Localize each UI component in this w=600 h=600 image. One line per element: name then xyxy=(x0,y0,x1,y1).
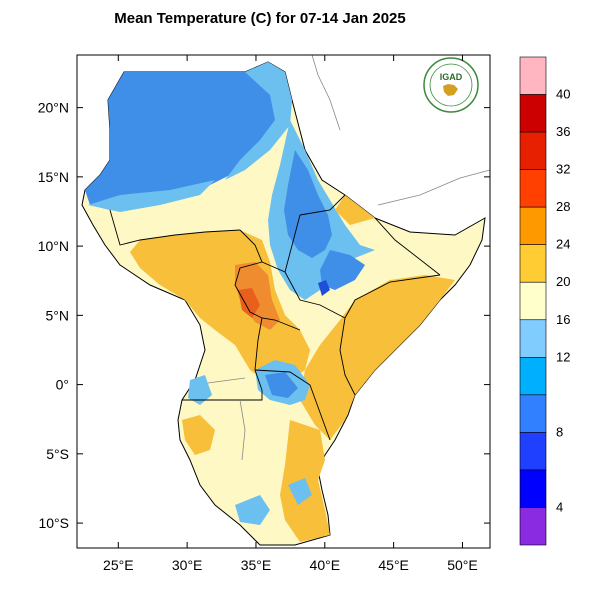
lon-tick-label: 30°E xyxy=(172,557,203,573)
colorbar-swatch xyxy=(519,244,547,283)
colorbar-swatch xyxy=(519,432,547,471)
colorbar-label: 36 xyxy=(556,124,570,139)
colorbar-swatch xyxy=(519,169,547,208)
plot-frame xyxy=(76,54,491,549)
neighbor-borders xyxy=(207,54,491,461)
somalia-north-warm xyxy=(335,195,375,225)
colorbar-label: 8 xyxy=(556,424,563,439)
colorbar-swatch xyxy=(519,469,547,508)
colorbar-swatch xyxy=(519,394,547,433)
colorbar-label: 40 xyxy=(556,87,570,102)
lat-tick-label: 0° xyxy=(56,377,69,393)
colorbar-label: 32 xyxy=(556,162,570,177)
south-sudan-very-hot xyxy=(238,288,260,318)
south-sudan-warm-zone xyxy=(130,230,310,385)
lat-tick-label: 10°N xyxy=(38,238,69,254)
colorbar-swatch xyxy=(519,206,547,245)
cool-north-edge xyxy=(88,180,215,212)
logo-text: IGAD xyxy=(440,72,463,82)
colorbar-label: 24 xyxy=(556,237,570,252)
longitude-axis: 25°E 30°E 35°E 40°E 45°E 50°E xyxy=(103,55,478,573)
colorbar-swatch xyxy=(519,56,547,95)
lat-tick-label: 5°N xyxy=(46,307,70,323)
colorbar-label: 28 xyxy=(556,199,570,214)
colorbar-label: 4 xyxy=(556,499,563,514)
lat-tick-label: 10°S xyxy=(38,515,69,531)
igad-logo: IGAD xyxy=(423,57,479,113)
lon-tick-label: 40°E xyxy=(310,557,341,573)
colorbar-swatch xyxy=(519,281,547,321)
colorbar-swatch xyxy=(519,131,547,170)
tanzania-west-warm xyxy=(182,415,215,455)
latitude-axis: 20°N 15°N 10°N 5°N 0° 5°S 10°S xyxy=(38,100,490,531)
lat-tick-label: 15°N xyxy=(38,169,69,185)
colorbar-label: 20 xyxy=(556,274,570,289)
lon-tick-label: 25°E xyxy=(103,557,134,573)
lon-tick-label: 35°E xyxy=(241,557,272,573)
colorbar-swatch xyxy=(519,507,547,546)
south-sudan-hot-zone xyxy=(235,262,280,330)
lat-tick-label: 5°S xyxy=(46,446,69,462)
highlands-cold-east xyxy=(320,250,365,290)
colorbar-label: 12 xyxy=(556,349,570,364)
lon-tick-label: 50°E xyxy=(447,557,478,573)
lat-tick-label: 20°N xyxy=(38,100,69,116)
south-cool-patch xyxy=(235,495,270,525)
map-title: Mean Temperature (C) for 07-14 Jan 2025 xyxy=(114,10,406,27)
colorbar: 40 36 32 28 24 20 16 12 8 4 xyxy=(519,56,570,546)
colorbar-label: 16 xyxy=(556,312,570,327)
cool-north-rim xyxy=(225,62,292,180)
country-borders xyxy=(109,194,441,441)
east-africa-cold-zone xyxy=(265,372,298,398)
east-warm-zone xyxy=(300,275,455,440)
highlands-deep-spot xyxy=(318,280,330,296)
west-lake-cool xyxy=(188,375,212,405)
lon-tick-label: 45°E xyxy=(378,557,409,573)
colorbar-swatch xyxy=(519,94,547,133)
south-cool-patch-2 xyxy=(288,478,312,505)
colorbar-swatch xyxy=(519,319,547,358)
colorbar-swatch xyxy=(519,357,547,396)
cold-north-zone xyxy=(85,62,290,210)
